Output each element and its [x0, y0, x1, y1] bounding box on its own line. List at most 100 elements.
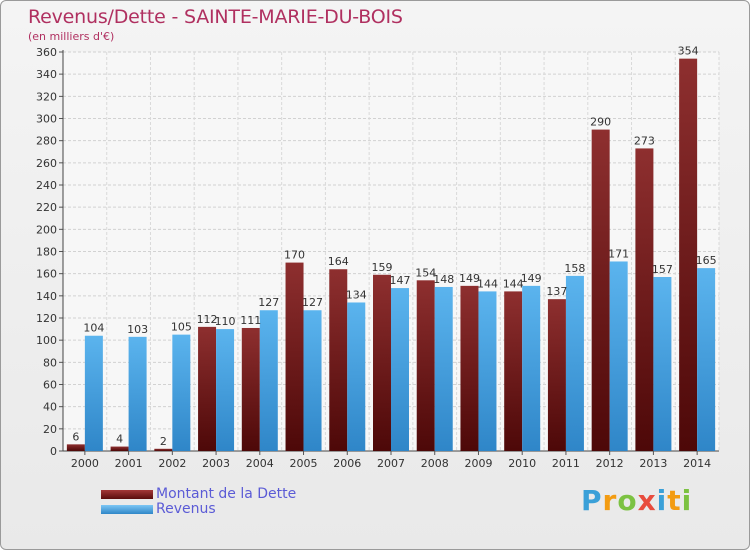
y-tick-label: 100 [36, 334, 57, 347]
data-label-revenus: 148 [433, 273, 454, 286]
bar-dette [154, 448, 173, 451]
data-label-revenus: 110 [215, 315, 236, 328]
bar-revenus [522, 285, 541, 451]
y-tick-label: 0 [50, 445, 57, 458]
data-label-dette: 4 [116, 433, 123, 446]
bar-dette [504, 291, 523, 451]
bar-dette [460, 285, 479, 451]
y-tick-label: 280 [36, 135, 57, 148]
x-tick-label: 2008 [421, 457, 449, 470]
y-tick-label: 200 [36, 223, 57, 236]
bar-dette [416, 280, 435, 451]
y-tick-label: 240 [36, 179, 57, 192]
bar-dette [110, 446, 129, 451]
data-label-dette: 290 [590, 116, 611, 129]
bar-revenus [216, 329, 235, 451]
x-tick-label: 2007 [377, 457, 405, 470]
proxiti-logo: Proxiti [581, 484, 692, 517]
y-tick-label: 340 [36, 68, 57, 81]
data-label-dette: 159 [372, 261, 393, 274]
bar-revenus [434, 286, 453, 451]
legend-swatch-dette [101, 490, 153, 499]
x-tick-label: 2006 [333, 457, 361, 470]
data-label-dette: 2 [160, 435, 167, 448]
data-label-revenus: 134 [346, 288, 367, 301]
x-tick-label: 2010 [508, 457, 536, 470]
bar-dette [679, 58, 698, 452]
y-tick-label: 40 [43, 401, 57, 414]
logo-letter: i [656, 484, 668, 517]
bar-revenus [303, 310, 322, 451]
y-tick-label: 360 [36, 46, 57, 59]
data-label-revenus: 171 [608, 247, 629, 260]
logo-letter: P [581, 484, 603, 517]
x-tick-label: 2014 [683, 457, 711, 470]
bar-revenus [128, 336, 147, 451]
data-label-revenus: 157 [652, 263, 673, 276]
data-label-dette: 273 [634, 134, 655, 147]
bar-revenus [84, 335, 103, 451]
y-tick-label: 300 [36, 113, 57, 126]
y-tick-label: 140 [36, 290, 57, 303]
data-label-revenus: 104 [83, 322, 104, 335]
bar-revenus [609, 261, 628, 451]
logo-letter: i [681, 484, 693, 517]
bar-revenus [653, 276, 672, 451]
data-label-revenus: 158 [564, 262, 585, 275]
bar-dette [329, 269, 348, 451]
y-tick-label: 220 [36, 201, 57, 214]
x-tick-label: 2011 [552, 457, 580, 470]
y-tick-label: 160 [36, 268, 57, 281]
bar-dette [198, 326, 217, 451]
bar-revenus [478, 291, 497, 451]
bar-revenus [347, 302, 366, 451]
x-tick-label: 2001 [115, 457, 143, 470]
x-tick-label: 2013 [639, 457, 667, 470]
data-label-revenus: 127 [258, 296, 279, 309]
chart-title: Revenus/Dette - SAINTE-MARIE-DU-BOIS [28, 6, 403, 28]
data-label-dette: 137 [546, 285, 567, 298]
data-label-dette: 112 [197, 313, 218, 326]
data-label-dette: 170 [284, 249, 305, 262]
y-tick-label: 80 [43, 356, 57, 369]
data-label-revenus: 144 [477, 277, 498, 290]
data-label-revenus: 127 [302, 296, 323, 309]
bar-dette [285, 262, 304, 451]
y-tick-label: 20 [43, 423, 57, 436]
data-label-dette: 111 [240, 314, 261, 327]
data-label-dette: 354 [678, 45, 699, 58]
data-label-dette: 144 [503, 277, 524, 290]
x-tick-label: 2002 [158, 457, 186, 470]
legend-label-dette: Montant de la Dette [156, 486, 297, 502]
y-tick-label: 120 [36, 312, 57, 325]
x-tick-label: 2003 [202, 457, 230, 470]
logo-letter: o [617, 484, 638, 517]
bar-dette [547, 299, 566, 451]
legend-label-revenus: Revenus [156, 501, 216, 517]
bar-revenus [172, 334, 191, 451]
x-tick-label: 2012 [596, 457, 624, 470]
y-tick-label: 260 [36, 157, 57, 170]
bar-dette [591, 129, 610, 452]
data-label-revenus: 149 [521, 272, 542, 285]
data-label-dette: 149 [459, 272, 480, 285]
logo-letter: t [667, 484, 682, 517]
bar-revenus [259, 310, 278, 451]
legend-swatch-revenus [101, 505, 153, 514]
logo-letter: x [637, 484, 657, 517]
x-tick-label: 2005 [290, 457, 318, 470]
y-tick-label: 60 [43, 379, 57, 392]
logo-letter: r [602, 484, 618, 517]
x-tick-label: 2004 [246, 457, 274, 470]
data-label-revenus: 165 [696, 254, 717, 267]
bar-dette [635, 148, 654, 452]
data-label-revenus: 103 [127, 323, 148, 336]
data-label-revenus: 147 [390, 274, 411, 287]
bar-dette [241, 327, 260, 451]
y-tick-label: 180 [36, 246, 57, 259]
bar-dette [66, 444, 85, 451]
chart-subtitle: (en milliers d'€) [28, 30, 115, 43]
data-label-revenus: 105 [171, 321, 192, 334]
bar-revenus [565, 275, 584, 451]
